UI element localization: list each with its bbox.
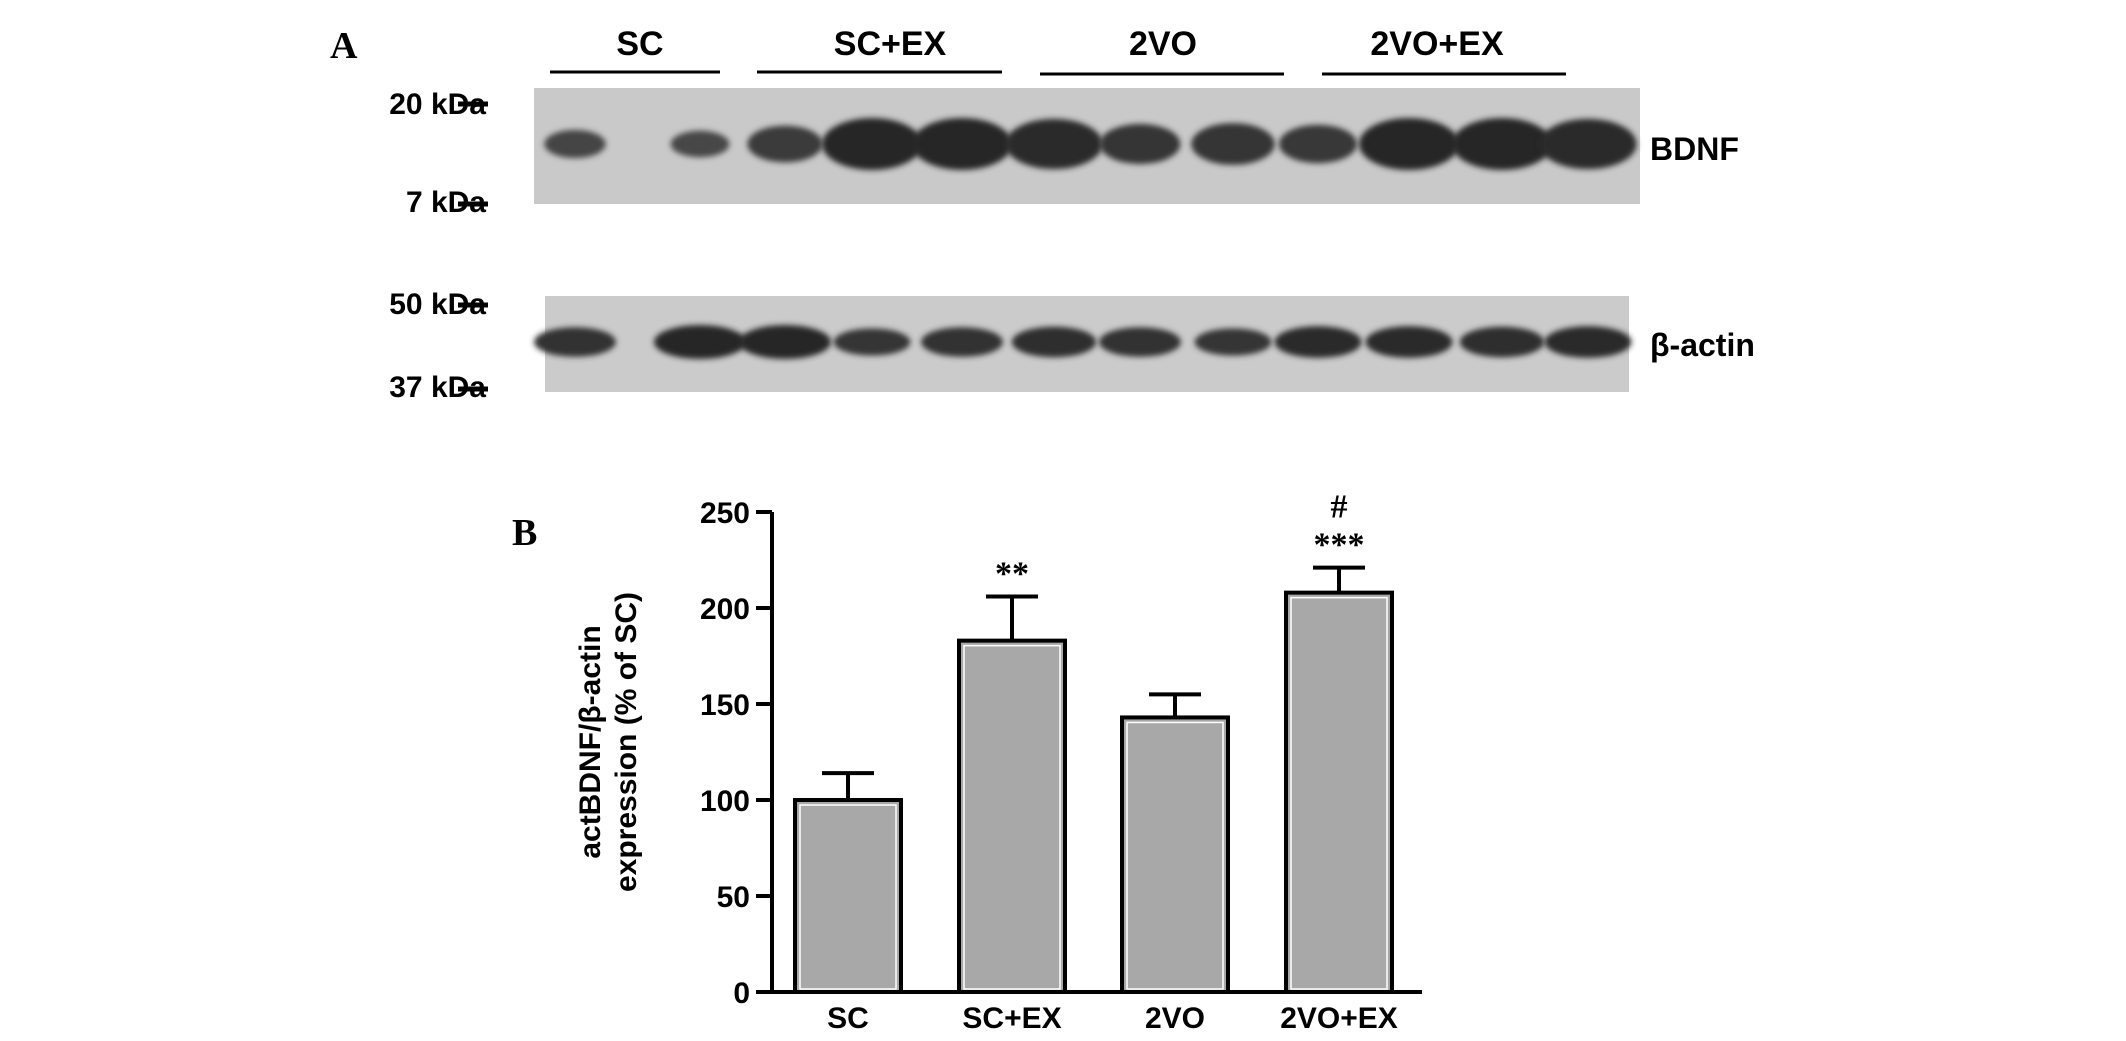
bdnf-band xyxy=(1191,123,1275,165)
group-headers: SC SC+EX 2VO 2VO+EX xyxy=(550,25,1566,76)
actin-band xyxy=(833,328,911,356)
actin-bands xyxy=(534,325,1632,359)
bdnf-band xyxy=(747,125,823,163)
y-tick-label: 50 xyxy=(717,881,750,914)
significance-mark: *** xyxy=(1314,527,1365,564)
x-tick-label: SC+EX xyxy=(962,1002,1061,1035)
bdnf-band xyxy=(912,118,1012,170)
bar xyxy=(957,638,1067,994)
bdnf-band xyxy=(544,129,606,159)
actin-blot: 50 kDa 37 kDa β-actin xyxy=(389,288,1755,404)
actin-band xyxy=(1011,326,1097,358)
group-label-2vo-ex: 2VO+EX xyxy=(1370,25,1504,63)
actin-band xyxy=(1099,327,1181,357)
group-label-sc: SC xyxy=(616,25,663,63)
bdnf-band xyxy=(1279,124,1357,164)
bar-inner-highlight xyxy=(1126,721,1224,990)
bdnf-band xyxy=(822,118,922,170)
actin-label: β-actin xyxy=(1650,327,1755,363)
bdnf-label: BDNF xyxy=(1650,131,1739,167)
bar xyxy=(793,798,903,994)
bar-inner-highlight xyxy=(799,804,897,990)
significance-mark: # xyxy=(1331,489,1348,526)
x-tick-label: 2VO xyxy=(1145,1002,1205,1035)
actin-band xyxy=(739,325,831,359)
bdnf-band xyxy=(1539,118,1637,170)
bdnf-blot: 20 kDa 7 kDa BDNF xyxy=(389,88,1739,219)
y-axis-label-line-1: actBDNF/β-actin xyxy=(574,625,607,858)
actin-band xyxy=(1544,326,1632,358)
y-tick-label: 100 xyxy=(700,785,750,818)
panel-a-letter: A xyxy=(330,25,358,67)
group-label-2vo: 2VO xyxy=(1129,25,1197,63)
bdnf-band xyxy=(1359,118,1459,170)
bdnf-band xyxy=(1005,118,1103,170)
actin-band xyxy=(1274,326,1362,358)
actin-band xyxy=(921,327,1003,357)
y-tick-label: 0 xyxy=(733,977,750,1010)
bar-inner-highlight xyxy=(963,644,1061,990)
actin-band xyxy=(654,325,746,359)
bar xyxy=(1284,590,1394,994)
bdnf-band xyxy=(1099,123,1181,165)
panel-b-letter: B xyxy=(512,512,537,554)
bdnf-band xyxy=(670,130,730,158)
x-tick-label: SC xyxy=(827,1002,869,1035)
actin-band xyxy=(1365,326,1453,358)
y-tick-label: 150 xyxy=(700,689,750,722)
bdnf-band xyxy=(1452,118,1552,170)
chart-axes: 0 50 100 150 200 250 xyxy=(700,497,1422,1010)
y-tick-label: 200 xyxy=(700,593,750,626)
bar xyxy=(1120,715,1230,994)
y-tick-label: 250 xyxy=(700,497,750,530)
actin-band xyxy=(534,327,616,357)
x-tick-label: 2VO+EX xyxy=(1280,1002,1398,1035)
actin-band xyxy=(1194,328,1272,356)
bar-inner-highlight xyxy=(1290,596,1388,990)
bdnf-bands xyxy=(544,118,1637,170)
y-axis-label-line-2: expression (% of SC) xyxy=(610,592,643,892)
actin-band xyxy=(1459,326,1545,358)
group-label-sc-ex: SC+EX xyxy=(834,25,947,63)
significance-mark: ** xyxy=(995,555,1029,592)
y-axis-label: actBDNF/β-actin expression (% of SC) xyxy=(574,592,643,892)
chart-bars: SC ** SC+EX 2VO ***#2VO+EX xyxy=(793,489,1398,1035)
